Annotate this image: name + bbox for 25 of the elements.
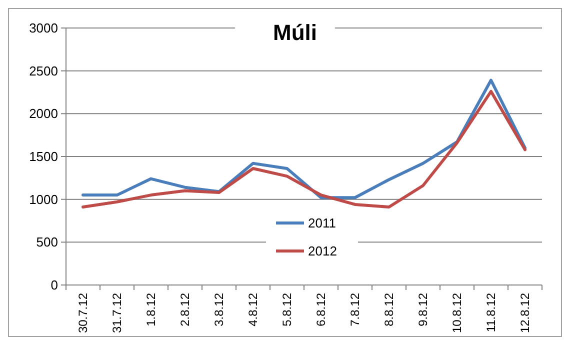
x-tick-label: 11.8.12 — [484, 292, 498, 332]
x-tick-label: 9.8.12 — [416, 292, 430, 326]
x-tick-label: 6.8.12 — [314, 292, 328, 326]
y-tick-label: 1500 — [29, 149, 58, 164]
x-tick-label: 10.8.12 — [450, 292, 464, 334]
x-tick-label: 8.8.12 — [382, 292, 396, 326]
x-tick-label: 30.7.12 — [76, 292, 90, 334]
x-tick-label: 3.8.12 — [212, 292, 226, 326]
line-series — [82, 90, 526, 209]
x-tick-label: 7.8.12 — [348, 292, 362, 326]
chart-title: Múli — [273, 20, 317, 45]
x-tick-label: 1.8.12 — [144, 292, 158, 326]
y-tick-label: 1000 — [29, 192, 58, 207]
x-tick-label: 12.8.12 — [518, 292, 532, 334]
legend-label: 2011 — [308, 216, 336, 231]
x-tick-label: 31.7.12 — [110, 292, 124, 334]
x-tick-label: 2.8.12 — [178, 292, 192, 326]
y-tick-label: 0 — [50, 278, 58, 293]
x-tick-label: 5.8.12 — [280, 292, 294, 326]
y-tick-label: 500 — [36, 234, 58, 250]
x-tick-label: 4.8.12 — [246, 292, 260, 326]
y-tick-label: 2500 — [29, 63, 58, 78]
legend-label: 2012 — [308, 244, 337, 259]
y-tick-label: 2000 — [29, 106, 58, 122]
y-tick-label: 3000 — [29, 20, 58, 36]
